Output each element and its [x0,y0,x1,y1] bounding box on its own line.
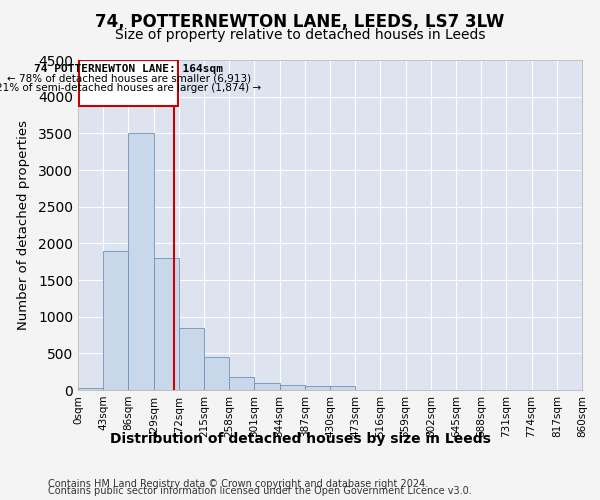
Text: Contains HM Land Registry data © Crown copyright and database right 2024.: Contains HM Land Registry data © Crown c… [48,479,428,489]
Y-axis label: Number of detached properties: Number of detached properties [17,120,29,330]
Text: Size of property relative to detached houses in Leeds: Size of property relative to detached ho… [115,28,485,42]
Bar [128,134,154,390]
Bar [204,357,229,390]
Bar [154,258,179,390]
Bar [79,60,178,106]
Bar [179,328,204,390]
Text: ← 78% of detached houses are smaller (6,913): ← 78% of detached houses are smaller (6,… [7,74,251,84]
Text: Contains public sector information licensed under the Open Government Licence v3: Contains public sector information licen… [48,486,472,496]
Bar [254,382,280,390]
Text: 21% of semi-detached houses are larger (1,874) →: 21% of semi-detached houses are larger (… [0,82,261,92]
Bar [305,386,330,390]
Bar [330,386,355,390]
Text: Distribution of detached houses by size in Leeds: Distribution of detached houses by size … [110,432,490,446]
Bar [78,388,103,390]
Text: 74 POTTERNEWTON LANE: 164sqm: 74 POTTERNEWTON LANE: 164sqm [34,64,223,74]
Text: 74, POTTERNEWTON LANE, LEEDS, LS7 3LW: 74, POTTERNEWTON LANE, LEEDS, LS7 3LW [95,12,505,30]
Bar [103,250,128,390]
Bar [280,384,305,390]
Bar [229,377,254,390]
